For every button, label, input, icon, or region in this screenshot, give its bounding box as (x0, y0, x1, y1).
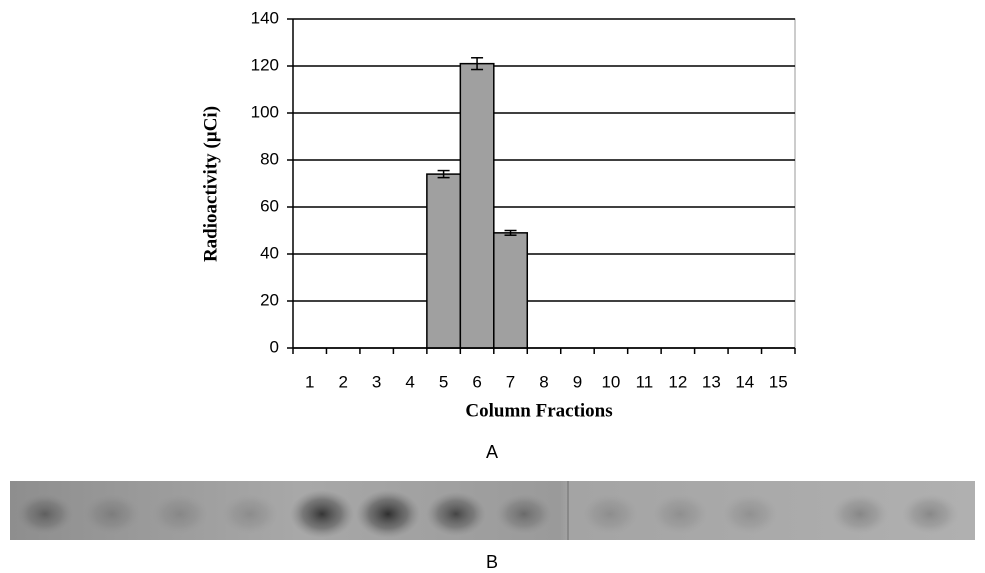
x-tick-label: 10 (601, 372, 620, 391)
y-tick-label: 60 (260, 196, 279, 215)
bar (493, 232, 529, 349)
error-bar (471, 57, 484, 71)
error-bar (437, 169, 450, 179)
y-tick-label: 140 (251, 8, 279, 27)
y-tick-label: 100 (251, 102, 279, 121)
y-tick-label: 40 (260, 243, 279, 262)
x-tick-label: 8 (539, 372, 548, 391)
x-tick-label: 11 (636, 372, 654, 391)
blot-strip (10, 481, 975, 540)
x-tick-label: 9 (573, 372, 582, 391)
y-axis-title: Radioactivity (µCi) (200, 106, 221, 262)
x-tick-label: 6 (472, 372, 481, 391)
x-tick-label: 1 (305, 372, 314, 391)
bar (426, 173, 462, 349)
x-tick-label: 13 (702, 372, 721, 391)
panel-label: A (486, 442, 498, 462)
x-axis-title: Column Fractions (465, 400, 612, 421)
y-tick-label: 0 (270, 337, 279, 356)
y-tick-label: 80 (260, 149, 279, 168)
x-tick-label: 14 (735, 372, 754, 391)
plot-frame (292, 18, 796, 349)
x-tick-label: 3 (372, 372, 381, 391)
y-tick-label: 20 (260, 290, 279, 309)
x-tick-label: 7 (506, 372, 515, 391)
x-tick-label: 4 (405, 372, 414, 391)
x-tick-label: 12 (668, 372, 687, 391)
y-tick-label: 120 (251, 55, 279, 74)
x-tick-label: 15 (769, 372, 788, 391)
x-tick-label: 2 (338, 372, 347, 391)
error-bar (504, 229, 517, 236)
x-tick-label: 5 (439, 372, 448, 391)
bar (459, 62, 495, 349)
panel-label: B (486, 552, 498, 572)
